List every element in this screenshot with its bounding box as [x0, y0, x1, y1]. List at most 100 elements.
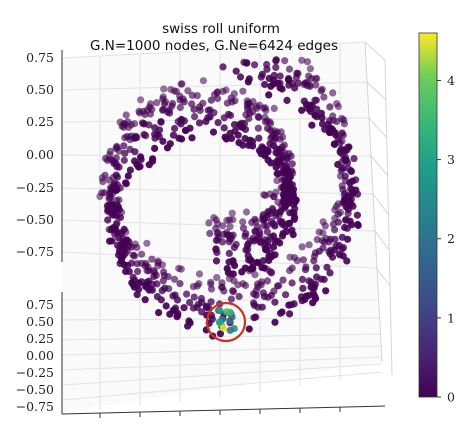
scatter-point [208, 285, 215, 292]
scatter-point [220, 287, 227, 294]
scatter-point [281, 57, 288, 64]
scatter-point [206, 106, 213, 113]
scatter-point [119, 123, 126, 130]
scatter-point [313, 264, 320, 271]
scatter-point [272, 149, 279, 156]
scatter-point [265, 91, 272, 98]
scatter-point [186, 299, 193, 306]
scatter-point [213, 257, 220, 264]
scatter-point [239, 218, 246, 225]
scatter-point [290, 231, 297, 238]
scatter-point [276, 84, 283, 91]
y-tick-label: −0.50 [16, 212, 54, 227]
scatter-point [332, 131, 339, 138]
scatter-point [141, 131, 148, 138]
scatter-point [249, 264, 256, 271]
scatter-point [242, 282, 249, 289]
scatter-point [151, 135, 158, 142]
scatter-point [206, 230, 213, 237]
scatter-point [146, 104, 153, 111]
scatter-point [143, 240, 150, 247]
scatter-point [249, 142, 256, 149]
scatter-point [115, 234, 122, 241]
scatter-point [251, 216, 258, 223]
scatter-point [255, 125, 262, 132]
scatter-point [109, 157, 116, 164]
scatter-point [120, 142, 127, 149]
scatter-point [273, 177, 280, 184]
z-tick-label: −0.25 [16, 365, 54, 380]
scatter-point [289, 265, 296, 272]
scatter-point [354, 221, 361, 228]
scatter-point [121, 157, 128, 164]
scatter-point [190, 106, 197, 113]
scatter-point [262, 118, 269, 125]
colorbar-tick-label: 3 [447, 152, 455, 167]
scatter-point [350, 190, 357, 197]
scatter-point [161, 285, 168, 292]
scatter-point [304, 58, 311, 65]
scatter-point [205, 219, 212, 226]
scatter-point [318, 110, 325, 117]
scatter-point [213, 274, 220, 281]
scatter-point [254, 283, 261, 290]
scatter-point [311, 112, 318, 119]
highlight-point [216, 319, 223, 326]
colorbar-ticks: 01234 [437, 73, 455, 405]
scatter-point [299, 243, 306, 250]
scatter-point [261, 81, 268, 88]
scatter-point [255, 135, 262, 142]
scatter-point [208, 97, 215, 104]
scatter-point [203, 303, 210, 310]
scatter-point [219, 222, 226, 229]
scatter-point [207, 279, 214, 286]
scatter-point [231, 244, 238, 251]
scatter-point [331, 140, 338, 147]
scatter-point [158, 296, 165, 303]
scatter-point [105, 205, 112, 212]
scatter-point [239, 88, 246, 95]
scatter-point [121, 150, 128, 157]
scatter-point [259, 71, 266, 78]
scatter-point [239, 124, 246, 131]
scatter-point [261, 151, 268, 158]
highlight-point [227, 309, 234, 316]
scatter-point [302, 79, 309, 86]
scatter-point [171, 125, 178, 132]
scatter-point [153, 99, 160, 106]
scatter-point [215, 119, 222, 126]
scatter-point [335, 219, 342, 226]
scatter-point [303, 293, 310, 300]
scatter-point [117, 214, 124, 221]
scatter-point [124, 118, 131, 125]
colorbar-tick-label: 2 [447, 231, 455, 246]
scatter-point [329, 254, 336, 261]
scatter-point [148, 256, 155, 263]
scatter-point [316, 229, 323, 236]
scatter-point [270, 77, 277, 84]
scatter-point [178, 81, 185, 88]
z-tick-label: 0.75 [26, 297, 54, 312]
scatter-point [164, 144, 171, 151]
scatter-point [264, 277, 271, 284]
scatter-point [136, 163, 143, 170]
scatter-point [150, 273, 157, 280]
scatter-point [271, 105, 278, 112]
scatter-point [310, 257, 317, 264]
scatter-point [261, 243, 268, 250]
scatter-point [246, 110, 253, 117]
scatter-point [235, 132, 242, 139]
scatter-point [258, 264, 265, 271]
scatter-point [279, 232, 286, 239]
scatter-point [263, 222, 270, 229]
scatter-point [137, 96, 144, 103]
scatter-point [336, 251, 343, 258]
scatter-point [311, 284, 318, 291]
scatter-point [99, 178, 106, 185]
scatter-point [346, 198, 353, 205]
scatter-point [226, 216, 233, 223]
scatter-point [231, 121, 238, 128]
scatter-point [334, 161, 341, 168]
scatter-point [309, 299, 316, 306]
scatter-point [121, 261, 128, 268]
